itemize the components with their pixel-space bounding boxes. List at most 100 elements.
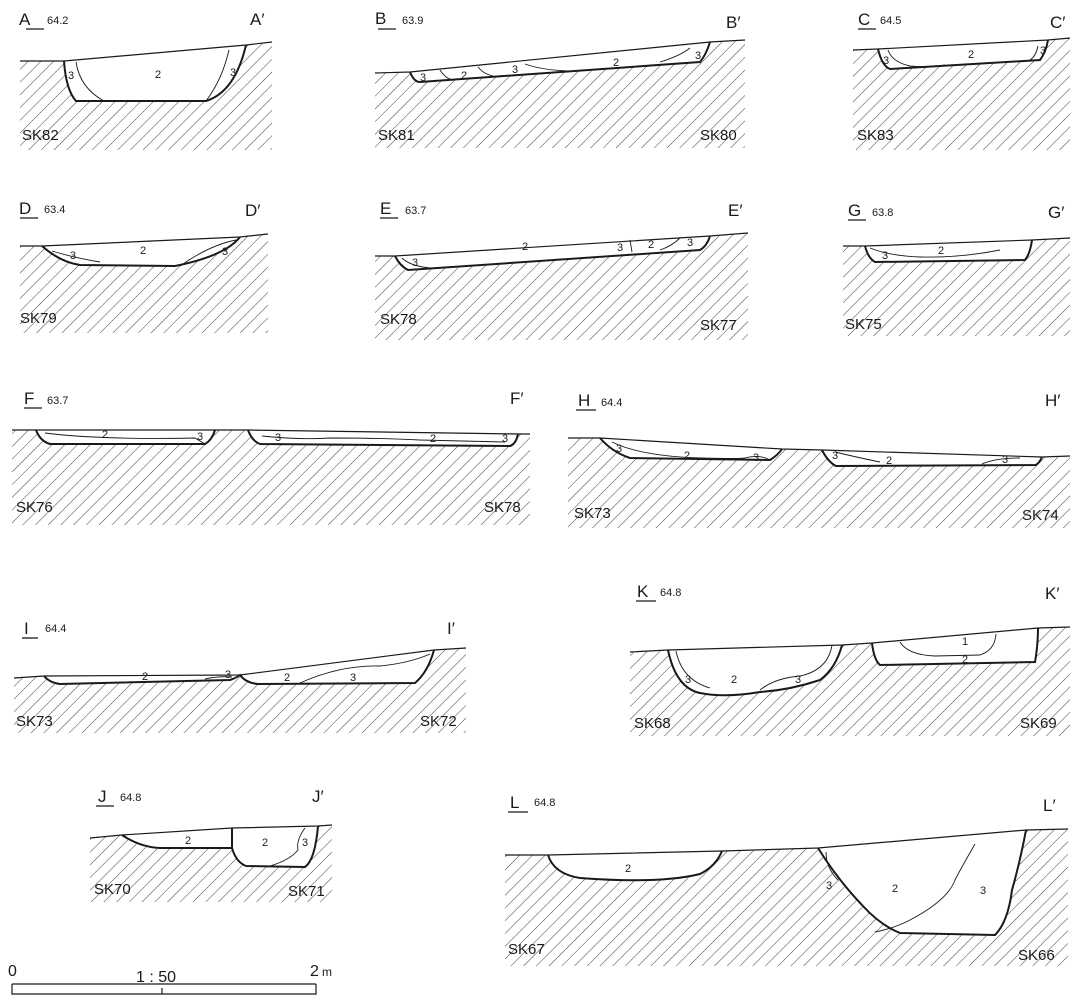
section-h-layer: 2: [684, 450, 690, 462]
section-h-ground: [568, 437, 1071, 458]
section-k: K 64.8 K′ 3 2 3 1 2 SK68 SK69: [629, 582, 1071, 736]
section-l-pit: [547, 829, 1027, 937]
section-i-elevation: 64.4: [45, 623, 66, 635]
section-b-layer: 2: [613, 57, 619, 69]
section-h-soil: [568, 438, 1070, 528]
section-j-soil: [90, 825, 332, 902]
section-d-pit: [41, 236, 241, 268]
section-g-feature: SK75: [845, 316, 882, 333]
section-a-layer-line: [75, 49, 230, 102]
section-g-ground: [843, 237, 1071, 247]
section-c-ground: [852, 37, 1071, 51]
section-e-feature: SK78: [380, 311, 417, 328]
section-l-layer: 3: [826, 880, 832, 892]
section-j-feature: SK71: [288, 883, 325, 900]
section-a-start-label: A: [19, 10, 31, 29]
section-a-soil: [20, 42, 272, 150]
section-d-layer-line: [51, 239, 237, 267]
section-h-layer: 3: [753, 452, 759, 464]
section-h-layer: 3: [1002, 454, 1008, 466]
section-b-layer: 3: [512, 64, 518, 76]
section-l-feature: SK67: [508, 941, 545, 958]
section-l-end-label: L′: [1043, 796, 1056, 815]
scale-unit: m: [322, 965, 332, 979]
section-f-layer: 2: [102, 429, 108, 441]
scale-bar: 0 1 : 50 2 m: [8, 963, 332, 995]
section-f-pit: [35, 429, 519, 448]
section-d-feature: SK79: [20, 310, 57, 327]
section-f-end-label: F′: [510, 389, 524, 408]
section-l-feature: SK66: [1018, 947, 1055, 964]
section-j-end-label: J′: [312, 787, 324, 806]
section-l-layer: 2: [892, 883, 898, 895]
section-g-elevation: 63.8: [872, 207, 893, 219]
scale-ratio: 1 : 50: [136, 969, 176, 986]
section-b-start-label: B: [375, 9, 386, 28]
section-i-layer: 2: [284, 672, 290, 684]
section-l-layer: 2: [625, 863, 631, 875]
section-i: I 64.4 I′ 2 3 2 3 SK73 SK72: [13, 619, 467, 733]
section-i-end-label: I′: [447, 619, 455, 638]
section-e-soil: [375, 233, 748, 340]
section-h-start-label: H: [578, 391, 590, 410]
section-c-layer: 3: [883, 55, 889, 67]
section-c-soil: [853, 38, 1070, 150]
section-a: A 64.2 A′ 3 2 3 SK82: [19, 10, 273, 150]
section-i-pit: [43, 649, 435, 686]
section-h-layer: 2: [886, 455, 892, 467]
section-i-layer: 2: [142, 671, 148, 683]
section-e-elevation: 63.7: [405, 205, 426, 217]
section-f-layer: 3: [275, 432, 281, 444]
section-a-feature: SK82: [22, 127, 59, 144]
section-g-start-label: G: [848, 201, 861, 220]
section-a-layer: 3: [230, 67, 236, 79]
section-e-feature: SK77: [700, 317, 737, 334]
section-h-end-label: H′: [1045, 391, 1060, 410]
section-b-elevation: 63.9: [402, 15, 423, 27]
section-f-elevation: 63.7: [47, 395, 68, 407]
section-j-feature: SK70: [94, 881, 131, 898]
section-d-layer: 3: [222, 246, 228, 258]
section-d-start-label: D: [19, 199, 31, 218]
section-i-soil: [14, 648, 466, 733]
section-k-soil: [630, 627, 1070, 736]
section-k-feature: SK68: [634, 715, 671, 732]
section-j: J 64.8 J′ 2 2 3 SK70 SK71: [89, 787, 333, 902]
section-b-end-label: B′: [726, 13, 741, 32]
section-b-layer-line: [439, 47, 691, 81]
section-k-feature: SK69: [1020, 715, 1057, 732]
section-k-layer: 2: [731, 674, 737, 686]
section-c-feature: SK83: [857, 127, 894, 144]
section-f-start-label: F: [24, 389, 34, 408]
section-h-pit: [599, 437, 1043, 468]
section-k-layer-line: [675, 633, 997, 691]
section-b-feature: SK81: [378, 127, 415, 144]
section-h: H 64.4 H′ 3 2 3 3 2 3 SK73 SK74: [568, 391, 1071, 528]
section-f-layer: 3: [197, 431, 203, 443]
section-f-soil: [12, 430, 530, 525]
section-e-layer: 3: [412, 257, 418, 269]
section-c-layer-line: [887, 45, 1039, 68]
section-k-layer: 3: [795, 674, 801, 686]
section-c: C 64.5 C′ 3 2 3 SK83: [852, 10, 1071, 150]
scale-bar-line: [11, 983, 317, 995]
section-b: B 63.9 B′ 3 2 3 2 3 SK81 SK80: [374, 9, 746, 148]
section-l-ground: [505, 828, 1069, 856]
section-j-elevation: 64.8: [120, 792, 141, 804]
section-l-start-label: L: [510, 793, 519, 812]
section-i-layer: 3: [225, 669, 231, 681]
section-e-pit: [394, 235, 711, 272]
section-c-layer: 2: [968, 49, 974, 61]
section-e-layer: 2: [648, 239, 654, 251]
section-k-layer: 2: [962, 654, 968, 666]
section-b-layer: 3: [695, 50, 701, 62]
section-a-layer: 2: [155, 69, 161, 81]
section-a-elevation: 64.2: [47, 15, 68, 27]
scale-zero: 0: [8, 963, 17, 980]
section-d-ground: [20, 233, 269, 247]
section-k-start-label: K: [637, 582, 649, 601]
section-j-pit: [121, 825, 319, 869]
section-c-start-label: C: [858, 10, 870, 29]
section-g-end-label: G′: [1048, 203, 1064, 222]
section-e-layer: 3: [617, 242, 623, 254]
